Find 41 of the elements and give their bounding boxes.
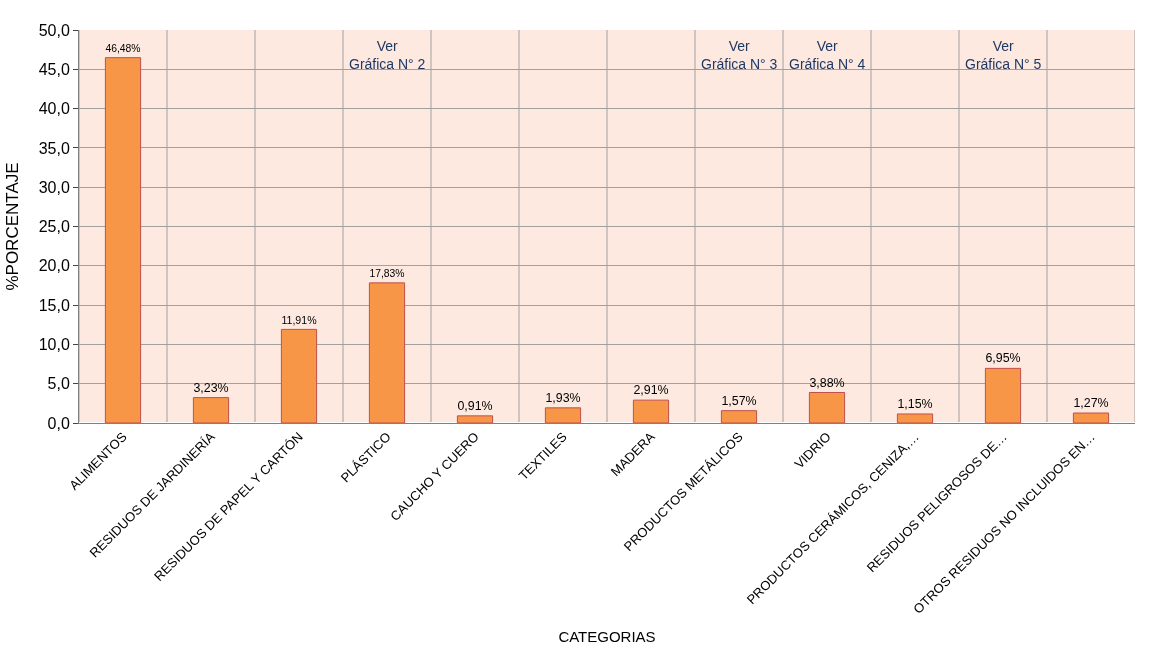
y-tick-label: 0,0: [47, 414, 70, 432]
y-tick-label: 50,0: [38, 21, 70, 39]
y-tick-label: 15,0: [38, 296, 70, 314]
data-label: 3,23%: [193, 380, 229, 395]
annotation: Ver Gráfica N° 4: [789, 38, 866, 73]
y-tick-label: 25,0: [38, 218, 70, 236]
y-tick-label: 5,0: [47, 375, 70, 393]
bar: [808, 392, 846, 423]
data-label: 1,15%: [897, 397, 933, 412]
bar: [1072, 412, 1110, 423]
bar: [368, 282, 406, 423]
bar: [984, 367, 1022, 423]
bar: [192, 397, 230, 423]
data-label: 3,88%: [809, 375, 845, 390]
bar: [896, 413, 934, 423]
bar: [280, 328, 318, 423]
y-axis-title: %PORCENTAJE: [3, 162, 23, 291]
data-label: 17,83%: [369, 268, 405, 280]
y-tick-label: 30,0: [38, 178, 70, 196]
data-label: 1,93%: [545, 390, 581, 405]
bar: [632, 399, 670, 423]
annotation: Ver Gráfica N° 3: [701, 38, 778, 73]
data-label: 46,48%: [105, 43, 141, 55]
data-label: 11,91%: [281, 313, 318, 326]
data-label: 6,95%: [985, 351, 1021, 366]
data-label: 1,27%: [1073, 396, 1109, 411]
data-label: 2,91%: [633, 383, 669, 398]
y-tick-label: 10,0: [38, 336, 70, 353]
data-label: 1,57%: [721, 393, 757, 408]
annotation: Ver Gráfica N° 5: [965, 38, 1042, 73]
bar: [544, 407, 582, 423]
x-axis-title: CATEGORIAS: [558, 627, 656, 645]
y-tick-label: 20,0: [38, 257, 70, 275]
annotation: Ver Gráfica N° 2: [349, 38, 426, 73]
y-tick-label: 35,0: [38, 139, 70, 157]
data-label: 0,91%: [457, 398, 493, 413]
bar: [720, 410, 758, 423]
y-tick-label: 40,0: [38, 100, 70, 118]
bar: [104, 57, 142, 423]
y-tick-label: 45,0: [38, 60, 70, 78]
bar: [456, 415, 494, 423]
